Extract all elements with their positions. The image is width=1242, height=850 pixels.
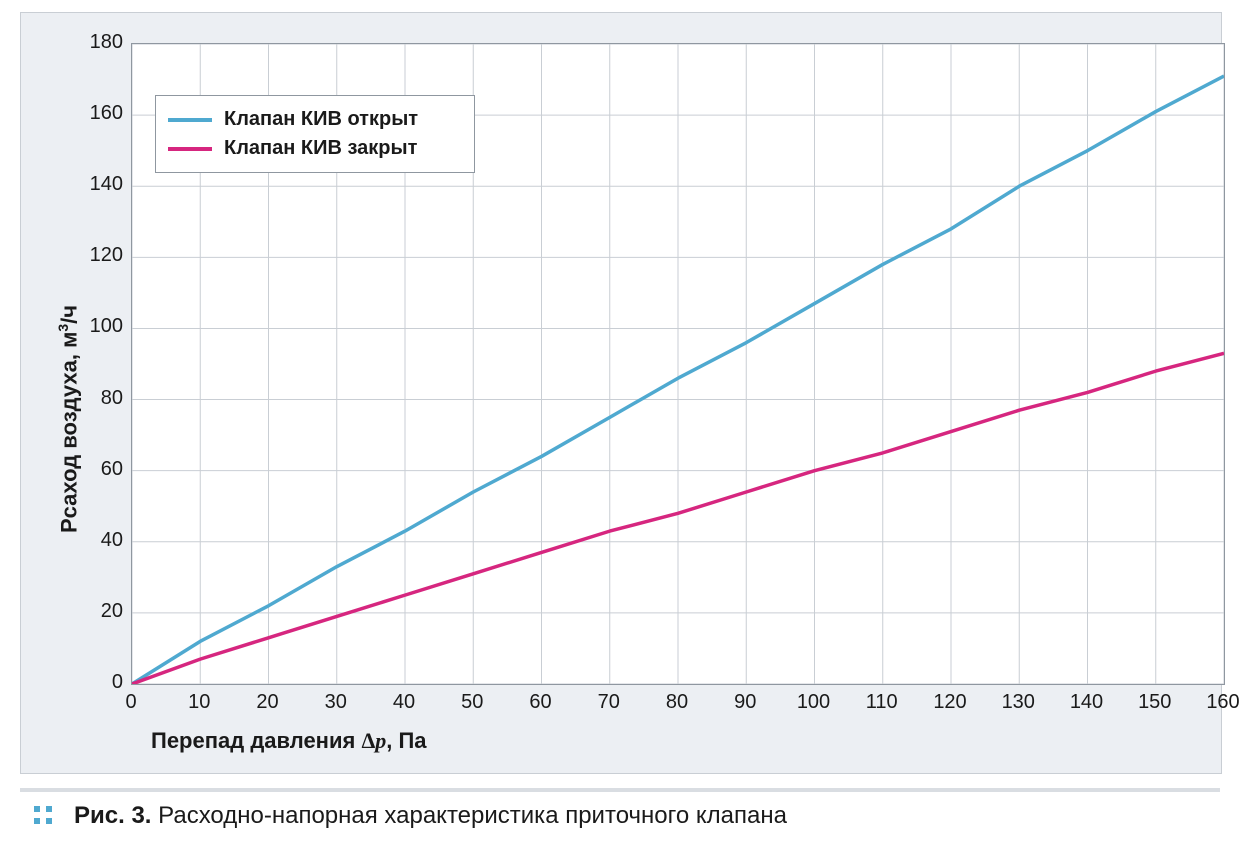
x-tick-label: 40 bbox=[384, 691, 424, 714]
x-tick-label: 120 bbox=[930, 691, 970, 714]
y-axis-label: Рсаход воздуха, м3/ч bbox=[55, 305, 82, 533]
x-tick-label: 50 bbox=[452, 691, 492, 714]
x-tick-label: 80 bbox=[657, 691, 697, 714]
legend-item-open: Клапан КИВ открыт bbox=[168, 108, 462, 131]
x-tick-label: 60 bbox=[521, 691, 561, 714]
caption-dots-icon bbox=[24, 806, 64, 826]
x-axis-label-delta: Δ bbox=[361, 728, 375, 753]
x-tick-label: 160 bbox=[1203, 691, 1242, 714]
x-axis-label-suffix: , Па bbox=[386, 728, 426, 753]
x-tick-label: 30 bbox=[316, 691, 356, 714]
y-tick-label: 60 bbox=[75, 458, 123, 481]
x-tick-label: 130 bbox=[998, 691, 1038, 714]
x-tick-label: 90 bbox=[725, 691, 765, 714]
x-tick-label: 10 bbox=[179, 691, 219, 714]
x-tick-label: 110 bbox=[862, 691, 902, 714]
y-tick-label: 180 bbox=[75, 31, 123, 54]
x-tick-label: 20 bbox=[248, 691, 288, 714]
legend: Клапан КИВ открыт Клапан КИВ закрыт bbox=[155, 95, 475, 173]
x-axis-label: Перепад давления Δp, Па bbox=[151, 728, 427, 754]
legend-item-closed: Клапан КИВ закрыт bbox=[168, 137, 462, 160]
y-axis-label-prefix: Рсаход воздуха, м bbox=[56, 332, 81, 533]
y-tick-label: 120 bbox=[75, 244, 123, 267]
x-axis-label-p: p bbox=[375, 728, 386, 753]
x-tick-label: 150 bbox=[1135, 691, 1175, 714]
y-tick-label: 20 bbox=[75, 600, 123, 623]
x-tick-label: 70 bbox=[589, 691, 629, 714]
x-tick-label: 0 bbox=[111, 691, 151, 714]
figure-wrap: Рсаход воздуха, м3/ч Перепад давления Δp… bbox=[0, 0, 1242, 850]
x-axis-label-prefix: Перепад давления bbox=[151, 728, 361, 753]
legend-swatch-closed bbox=[168, 147, 212, 151]
legend-label-closed: Клапан КИВ закрыт bbox=[224, 137, 417, 160]
y-tick-label: 100 bbox=[75, 315, 123, 338]
legend-swatch-open bbox=[168, 118, 212, 122]
y-axis-label-sup: 3 bbox=[55, 324, 71, 332]
figure-title: Расходно-напорная характеристика приточн… bbox=[158, 802, 787, 829]
x-tick-label: 100 bbox=[794, 691, 834, 714]
caption-box: Рис. 3. Расходно-напорная характеристика… bbox=[20, 788, 1220, 840]
y-tick-label: 80 bbox=[75, 387, 123, 410]
y-tick-label: 160 bbox=[75, 102, 123, 125]
y-tick-label: 40 bbox=[75, 529, 123, 552]
figure-number: Рис. 3. bbox=[74, 802, 151, 829]
legend-label-open: Клапан КИВ открыт bbox=[224, 108, 418, 131]
x-tick-label: 140 bbox=[1067, 691, 1107, 714]
y-tick-label: 140 bbox=[75, 173, 123, 196]
caption-text: Рис. 3. Расходно-напорная характеристика… bbox=[74, 802, 787, 830]
